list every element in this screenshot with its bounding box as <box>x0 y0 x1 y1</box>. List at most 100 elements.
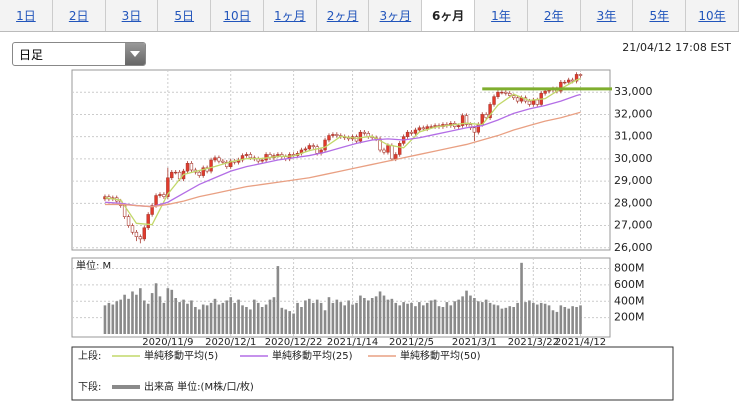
period-tab[interactable]: 1ヶ月 <box>264 0 317 31</box>
volume-tick-label: 600M <box>614 278 645 291</box>
candle-body <box>327 135 331 141</box>
volume-bar <box>347 300 350 334</box>
volume-bar <box>425 302 429 334</box>
volume-bar <box>237 299 240 334</box>
y-tick-label: 29,000 <box>614 174 653 187</box>
period-tab[interactable]: 2ヶ月 <box>317 0 370 31</box>
period-tab[interactable]: 5年 <box>633 0 687 31</box>
candle-body <box>229 160 233 167</box>
volume-bar <box>406 303 409 334</box>
legend-label: 単純移動平均(50) <box>400 349 481 362</box>
x-tick-label: 2021/2/5 <box>389 337 434 348</box>
period-select[interactable]: 日足 <box>12 42 146 66</box>
volume-bar <box>441 307 445 334</box>
period-select-text[interactable]: 日足 <box>19 48 44 62</box>
candle-body <box>158 194 162 196</box>
volume-bar <box>103 305 107 334</box>
candle-body <box>248 154 253 159</box>
volume-bar <box>555 311 559 334</box>
volume-bar <box>205 305 209 334</box>
candle-body <box>354 136 359 142</box>
candle-body <box>166 177 170 197</box>
candle-body <box>315 146 319 154</box>
volume-bar <box>276 266 280 334</box>
volume-bar <box>272 297 276 334</box>
volume-bar <box>308 298 311 334</box>
volume-tick-label: 800M <box>614 262 645 275</box>
volume-bar <box>339 302 343 334</box>
volume-bar <box>366 300 370 334</box>
volume-bar <box>402 302 405 334</box>
x-tick-label: 2020/11/9 <box>142 337 193 348</box>
volume-bar <box>488 302 492 334</box>
period-tab[interactable]: 1日 <box>0 0 53 31</box>
volume-bar <box>539 302 543 334</box>
volume-bar <box>209 302 213 334</box>
volume-bar <box>453 301 457 334</box>
candle-body <box>464 115 469 125</box>
volume-bar <box>418 302 421 334</box>
legend-label: 出来高 単位:(M株/口/枚) <box>144 380 254 393</box>
x-tick-label: 2021/3/22 <box>508 337 559 348</box>
volume-bar <box>516 302 519 334</box>
volume-bar <box>123 294 126 334</box>
candle-body <box>574 74 579 82</box>
volume-bar <box>127 298 130 334</box>
volume-bar <box>477 301 480 334</box>
candle-body <box>358 131 363 142</box>
period-tab[interactable]: 6ヶ月 <box>422 0 476 31</box>
volume-bar <box>264 304 268 334</box>
period-tab[interactable]: 1年 <box>475 0 528 31</box>
volume-bar <box>528 300 531 334</box>
volume-bar <box>327 297 331 334</box>
select-arrow[interactable] <box>125 43 145 65</box>
volume-bar <box>296 302 299 334</box>
volume-bar <box>363 298 366 334</box>
period-tab[interactable]: 10日 <box>211 0 264 31</box>
period-tab[interactable]: 3年 <box>581 0 634 31</box>
candle-body <box>209 159 213 172</box>
volume-bar <box>575 307 578 334</box>
volume-bar <box>119 299 122 334</box>
candle-body <box>311 145 315 147</box>
candle-body <box>567 79 571 83</box>
period-tab[interactable]: 2日 <box>53 0 106 31</box>
volume-bar <box>421 305 425 334</box>
volume-tick-label: 400M <box>614 294 645 307</box>
volume-bar <box>370 298 374 334</box>
volume-bar <box>480 302 484 334</box>
volume-bar <box>492 304 496 334</box>
period-tab[interactable]: 5日 <box>158 0 212 31</box>
y-tick-label: 30,000 <box>614 152 653 165</box>
candle-body <box>197 171 201 176</box>
volume-bar <box>378 291 382 334</box>
candle-body <box>488 104 492 119</box>
period-tab[interactable]: 10年 <box>686 0 739 31</box>
moving-average-line <box>104 93 581 208</box>
volume-unit: 単位: M <box>76 259 111 272</box>
candle-body <box>323 139 327 151</box>
period-tab[interactable]: 3ヶ月 <box>369 0 423 31</box>
volume-bar <box>111 304 115 334</box>
candle-body <box>146 214 150 229</box>
candle-body <box>484 114 488 119</box>
x-tick-label: 2021/3/1 <box>452 337 497 348</box>
period-tab[interactable]: 2年 <box>528 0 581 31</box>
volume-bar <box>150 293 154 334</box>
volume-bar <box>359 295 362 334</box>
volume-bar <box>484 299 488 334</box>
volume-bar <box>457 299 460 334</box>
candle-body <box>174 171 178 174</box>
volume-bar <box>500 308 504 334</box>
volume-bar <box>311 302 315 334</box>
volume-bar <box>260 307 264 334</box>
candle-body <box>508 93 512 96</box>
volume-bar <box>284 309 288 334</box>
volume-bar <box>245 307 248 334</box>
candle-body <box>130 225 135 233</box>
candle-body <box>217 157 221 162</box>
candle-body <box>221 160 225 163</box>
volume-bar <box>390 298 394 334</box>
period-tab[interactable]: 3日 <box>106 0 159 31</box>
candle-body <box>225 161 229 167</box>
